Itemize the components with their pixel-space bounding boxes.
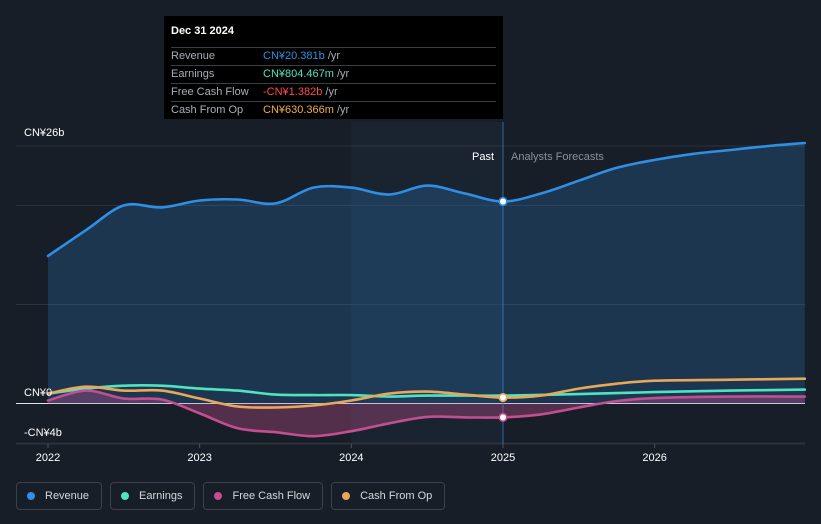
y-tick-label: -CN¥4b: [24, 427, 62, 439]
tooltip-label: Earnings: [171, 68, 215, 80]
line-layer: [46, 141, 807, 438]
label-layer: Past Analysts Forecasts CN¥26b CN¥0 -CN¥4b…: [24, 127, 667, 464]
legend-label: Cash From Op: [360, 490, 433, 502]
series-line-revenue: [46, 141, 807, 258]
y-tick-label: CN¥0: [24, 387, 52, 399]
tooltip-value: -CN¥1.382b: [263, 86, 323, 98]
marker-layer: [498, 196, 508, 422]
x-tick-label: 2026: [642, 452, 666, 464]
series-area-revenue: [48, 143, 805, 404]
series-marker-revenue: [498, 196, 508, 207]
tooltip-unit: /yr: [327, 50, 341, 62]
x-tick-label: 2023: [187, 452, 211, 464]
legend-item-free-cash-flow[interactable]: Free Cash Flow: [203, 482, 324, 510]
forecast-label: Analysts Forecasts: [511, 151, 604, 163]
tooltip-row-cash-from-op: Cash From Op CN¥630.366m /yr: [171, 101, 496, 119]
legend-item-revenue[interactable]: Revenue: [16, 482, 103, 510]
tooltip-date: Dec 31 2024: [171, 25, 234, 37]
legend-dot-icon: [121, 492, 130, 500]
legend-dot-icon: [27, 492, 35, 500]
tooltip-unit: /yr: [337, 104, 350, 116]
tooltip-label: Revenue: [171, 50, 216, 62]
tooltip-unit: /yr: [337, 68, 350, 80]
x-tick-label: 2025: [491, 452, 515, 464]
legend-item-earnings[interactable]: Earnings: [110, 482, 196, 510]
tooltip-row-earnings: Earnings CN¥804.467m /yr: [171, 65, 496, 83]
legend-dot-icon: [214, 492, 223, 500]
legend-dot-icon: [342, 492, 351, 500]
legend-item-cash-from-op[interactable]: Cash From Op: [331, 482, 446, 510]
legend-label: Revenue: [45, 490, 90, 502]
x-tick-label: 2024: [339, 452, 363, 464]
tooltip-unit: /yr: [325, 86, 338, 98]
tooltip-value: CN¥804.467m: [263, 68, 334, 80]
tooltip: Dec 31 2024 Revenue CN¥20.381b /yr Earni…: [164, 16, 503, 119]
past-label: Past: [472, 151, 494, 163]
x-tick-label: 2022: [36, 452, 60, 464]
y-tick-label: CN¥26b: [24, 127, 64, 139]
series-line-free-cash-flow: [46, 389, 807, 438]
tooltip-row-free-cash-flow: Free Cash Flow -CN¥1.382b /yr: [171, 83, 496, 101]
legend-label: Earnings: [139, 490, 183, 502]
series-marker-free-cash-flow: [498, 412, 508, 422]
legend: Revenue Earnings Free Cash Flow Cash Fro…: [16, 482, 446, 510]
series-marker-cash-from-op: [498, 392, 508, 403]
tooltip-label: Cash From Op: [171, 104, 244, 116]
series-line-earnings: [46, 384, 807, 398]
tooltip-value: CN¥20.381b: [263, 50, 325, 62]
tooltip-label: Free Cash Flow: [171, 86, 249, 98]
tooltip-row-revenue: Revenue CN¥20.381b /yr: [171, 47, 496, 65]
tooltip-value: CN¥630.366m: [263, 104, 334, 116]
legend-label: Free Cash Flow: [232, 490, 311, 502]
series-line-cash-from-op: [46, 377, 807, 409]
